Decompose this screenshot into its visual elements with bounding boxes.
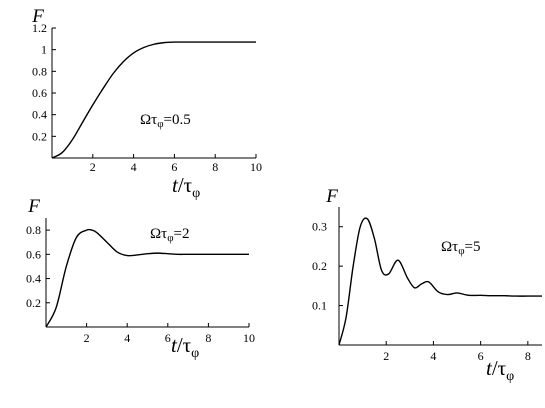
y-tick-label: 0.2 xyxy=(312,259,327,273)
parameter-annotation: Ωτφ=0.5 xyxy=(140,112,191,130)
x-tick-label: 6 xyxy=(171,160,177,174)
x-tick-label: 2 xyxy=(383,349,389,363)
y-axis-label: F xyxy=(31,6,44,27)
y-tick-label: 0.4 xyxy=(26,272,41,286)
y-tick-label: 0.8 xyxy=(32,64,47,78)
series-line xyxy=(45,228,249,328)
x-tick-label: 6 xyxy=(478,349,484,363)
chart-panel-3: 0.1 0.2 0.3 2 4 6 8 Ft/τφ Ωτφ=5 xyxy=(312,186,542,384)
x-axis-label: t/τφ xyxy=(486,356,514,384)
x-tick-label: 8 xyxy=(212,160,218,174)
y-axis-label: F xyxy=(27,196,40,217)
y-tick-label: 0.6 xyxy=(26,247,41,261)
x-axis-label: t/τφ xyxy=(171,333,199,361)
y-tick-label: 1.2 xyxy=(32,21,47,35)
x-tick-label: 10 xyxy=(250,160,262,174)
x-tick-label: 2 xyxy=(84,331,90,345)
x-tick-label: 8 xyxy=(205,331,211,345)
y-tick-label: 0.3 xyxy=(312,220,327,234)
chart-panel-2: 0.2 0.4 0.6 0.8 2 4 6 8 10 Ft/τφ Ωτφ=2 xyxy=(26,196,255,361)
y-tick-label: 1 xyxy=(41,43,47,57)
x-tick-label: 8 xyxy=(525,349,531,363)
y-tick-label: 0.1 xyxy=(312,299,327,313)
x-tick-label: 4 xyxy=(430,349,436,363)
series-line xyxy=(338,217,542,346)
y-axis-label: F xyxy=(325,186,338,207)
x-tick-label: 2 xyxy=(90,160,96,174)
y-tick-label: 0.8 xyxy=(26,223,41,237)
y-tick-label: 0.4 xyxy=(32,108,47,122)
parameter-annotation: Ωτφ=5 xyxy=(441,239,481,257)
x-tick-label: 10 xyxy=(243,331,255,345)
x-tick-label: 4 xyxy=(131,160,137,174)
x-axis-label: t/τφ xyxy=(172,173,200,201)
y-tick-label: 0.2 xyxy=(32,129,47,143)
x-tick-label: 6 xyxy=(165,331,171,345)
y-tick-label: 0.6 xyxy=(32,86,47,100)
parameter-annotation: Ωτφ=2 xyxy=(150,226,190,244)
x-tick-label: 4 xyxy=(124,331,130,345)
chart-panel-1: 0.2 0.4 0.6 0.8 1 1.2 2 4 6 8 10 Ft/τφ Ωτφ=0.5 xyxy=(31,6,262,201)
y-tick-label: 0.2 xyxy=(26,296,41,310)
series-line xyxy=(51,41,256,159)
